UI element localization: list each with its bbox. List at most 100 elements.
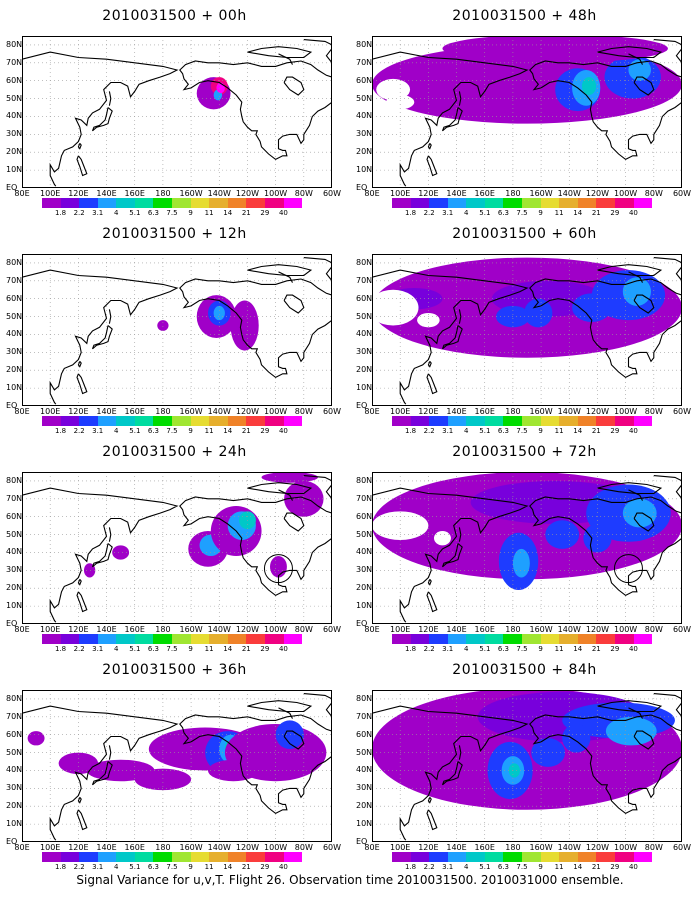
coastline bbox=[372, 705, 529, 841]
colorbar-level-label: 2.2 bbox=[73, 645, 85, 653]
colorbar-level-label: 6.3 bbox=[147, 863, 159, 871]
colorbar-swatch bbox=[227, 416, 247, 426]
map-layer bbox=[372, 472, 682, 624]
colorbar-level-label: 7.5 bbox=[166, 427, 178, 435]
panel-title: 2010031500 + 36h bbox=[102, 662, 247, 678]
colorbar-level-label: 14 bbox=[223, 427, 233, 435]
lat-axis-labels: EQ 10N 20N 30N 40N 50N 60N 70N 80N bbox=[6, 472, 24, 627]
lon-tick-label: 180 bbox=[505, 407, 521, 416]
coastline bbox=[675, 266, 682, 282]
colorbar-swatch bbox=[190, 198, 210, 208]
colorbar-level-label: 4 bbox=[114, 427, 119, 435]
lat-tick-label: 80N bbox=[356, 39, 373, 49]
colorbar-level-label: 40 bbox=[278, 427, 288, 435]
lon-tick-label: 160E bbox=[474, 189, 495, 198]
lon-tick-label: 100W bbox=[614, 189, 638, 198]
map-svg bbox=[22, 36, 332, 188]
colorbar-level-label: 29 bbox=[260, 863, 270, 871]
coastline bbox=[108, 309, 112, 324]
colorbar-swatch bbox=[484, 416, 504, 426]
coastline bbox=[22, 51, 179, 187]
lon-tick-label: 160W bbox=[529, 625, 553, 634]
colorbar-swatch bbox=[559, 198, 578, 208]
lon-tick-label: 60W bbox=[322, 407, 342, 416]
map-layer bbox=[22, 472, 332, 624]
colorbar-swatch bbox=[596, 416, 615, 426]
map-frame bbox=[372, 254, 682, 406]
coastline bbox=[427, 360, 432, 368]
colorbar-level-label: 29 bbox=[610, 427, 620, 435]
colorbar-level-label: 3.1 bbox=[442, 645, 454, 653]
lon-tick-label: 80W bbox=[644, 625, 663, 634]
colorbar-swatch bbox=[559, 852, 578, 862]
variance-region bbox=[605, 716, 657, 746]
colorbar-level-label: 9 bbox=[188, 209, 193, 217]
colorbar-level-label: 21 bbox=[241, 209, 251, 217]
lon-tick-label: 80E bbox=[364, 189, 380, 198]
colorbar-swatch bbox=[42, 416, 61, 426]
colorbar-swatch bbox=[522, 198, 541, 208]
lon-tick-label: 160E bbox=[124, 189, 145, 198]
lon-tick-label: 160W bbox=[529, 843, 553, 852]
map-layer bbox=[372, 254, 682, 406]
coastline bbox=[91, 325, 113, 350]
coastline bbox=[426, 373, 438, 395]
coastline bbox=[325, 702, 332, 718]
lat-tick-label: 40N bbox=[356, 547, 373, 557]
variance-region bbox=[27, 731, 45, 746]
lat-axis-labels: EQ 10N 20N 30N 40N 50N 60N 70N 80N bbox=[6, 36, 24, 191]
colorbar-level-label: 9 bbox=[538, 427, 543, 435]
colorbar-swatch bbox=[466, 634, 485, 644]
lat-tick-label: 70N bbox=[356, 711, 373, 721]
coastline bbox=[427, 796, 432, 804]
colorbar-level-label: 14 bbox=[573, 645, 583, 653]
colorbar-labels: 1.8 2.2 3.1 4 5.1 6.3 7.5 9 11 14 21 29 40 bbox=[392, 428, 652, 436]
colorbar-level-label: 9 bbox=[538, 645, 543, 653]
lon-axis-labels: 80E 100E 120E 140E 160E 180 160W 140W 120W 100W 80… bbox=[364, 843, 691, 854]
lon-tick-label: 100E bbox=[40, 843, 61, 852]
colorbar-swatch bbox=[614, 198, 634, 208]
lon-tick-label: 160E bbox=[474, 625, 495, 634]
variance-region bbox=[572, 293, 612, 322]
colorbar-level-label: 14 bbox=[573, 863, 583, 871]
colorbar-level-label: 1.8 bbox=[54, 427, 67, 435]
lat-tick-label: 20N bbox=[356, 801, 373, 811]
colorbar-swatch bbox=[503, 416, 523, 426]
colorbar-swatch bbox=[116, 198, 135, 208]
lon-tick-label: 100W bbox=[264, 189, 288, 198]
coastline bbox=[303, 39, 332, 46]
map-72h: EQ 10N 20N 30N 40N 50N 60N 70N 80N 80E 100E 120E 140… bbox=[356, 472, 691, 634]
lon-axis-labels: 80E 100E 120E 140E 160E 180 160W 140W 120W 100W 80… bbox=[14, 843, 341, 854]
lat-tick-label: 20N bbox=[6, 147, 23, 157]
coastline bbox=[108, 527, 112, 542]
colorbar-swatch bbox=[503, 634, 523, 644]
coastline bbox=[653, 257, 682, 264]
panel-title: 2010031500 + 72h bbox=[452, 444, 597, 460]
panel-84h: 2010031500 + 84h EQ 10N 20N 30N 40N 50N 60N 70N… bbox=[352, 654, 697, 871]
lon-tick-label: 140E bbox=[446, 407, 467, 416]
colorbar-level-label: 21 bbox=[591, 209, 601, 217]
lon-tick-label: 80W bbox=[644, 189, 663, 198]
lat-tick-label: 20N bbox=[356, 365, 373, 375]
map-svg bbox=[372, 690, 682, 842]
colorbar-level-label: 6.3 bbox=[497, 427, 509, 435]
colorbar-swatch bbox=[79, 416, 98, 426]
colorbar-swatch bbox=[484, 852, 504, 862]
coastline bbox=[77, 578, 82, 586]
lon-axis-labels: 80E 100E 120E 140E 160E 180 160W 140W 120W 100W 80… bbox=[14, 408, 341, 418]
lat-tick-label: EQ bbox=[6, 837, 18, 846]
lat-tick-label: 30N bbox=[356, 129, 373, 139]
lat-tick-label: 10N bbox=[6, 819, 23, 829]
map-frame bbox=[372, 472, 682, 624]
lon-tick-label: 60W bbox=[322, 843, 342, 852]
colorbar-level-label: 14 bbox=[223, 209, 233, 217]
colorbar-level-label: 1.8 bbox=[404, 863, 417, 871]
lon-tick-label: 80E bbox=[364, 843, 380, 852]
lat-tick-label: 30N bbox=[6, 783, 23, 793]
no-signal-region bbox=[372, 511, 429, 540]
coastline bbox=[597, 46, 663, 59]
coastline bbox=[597, 700, 663, 713]
lat-tick-label: 30N bbox=[6, 565, 23, 575]
coastline bbox=[675, 48, 682, 64]
colorbar-swatch bbox=[429, 198, 448, 208]
